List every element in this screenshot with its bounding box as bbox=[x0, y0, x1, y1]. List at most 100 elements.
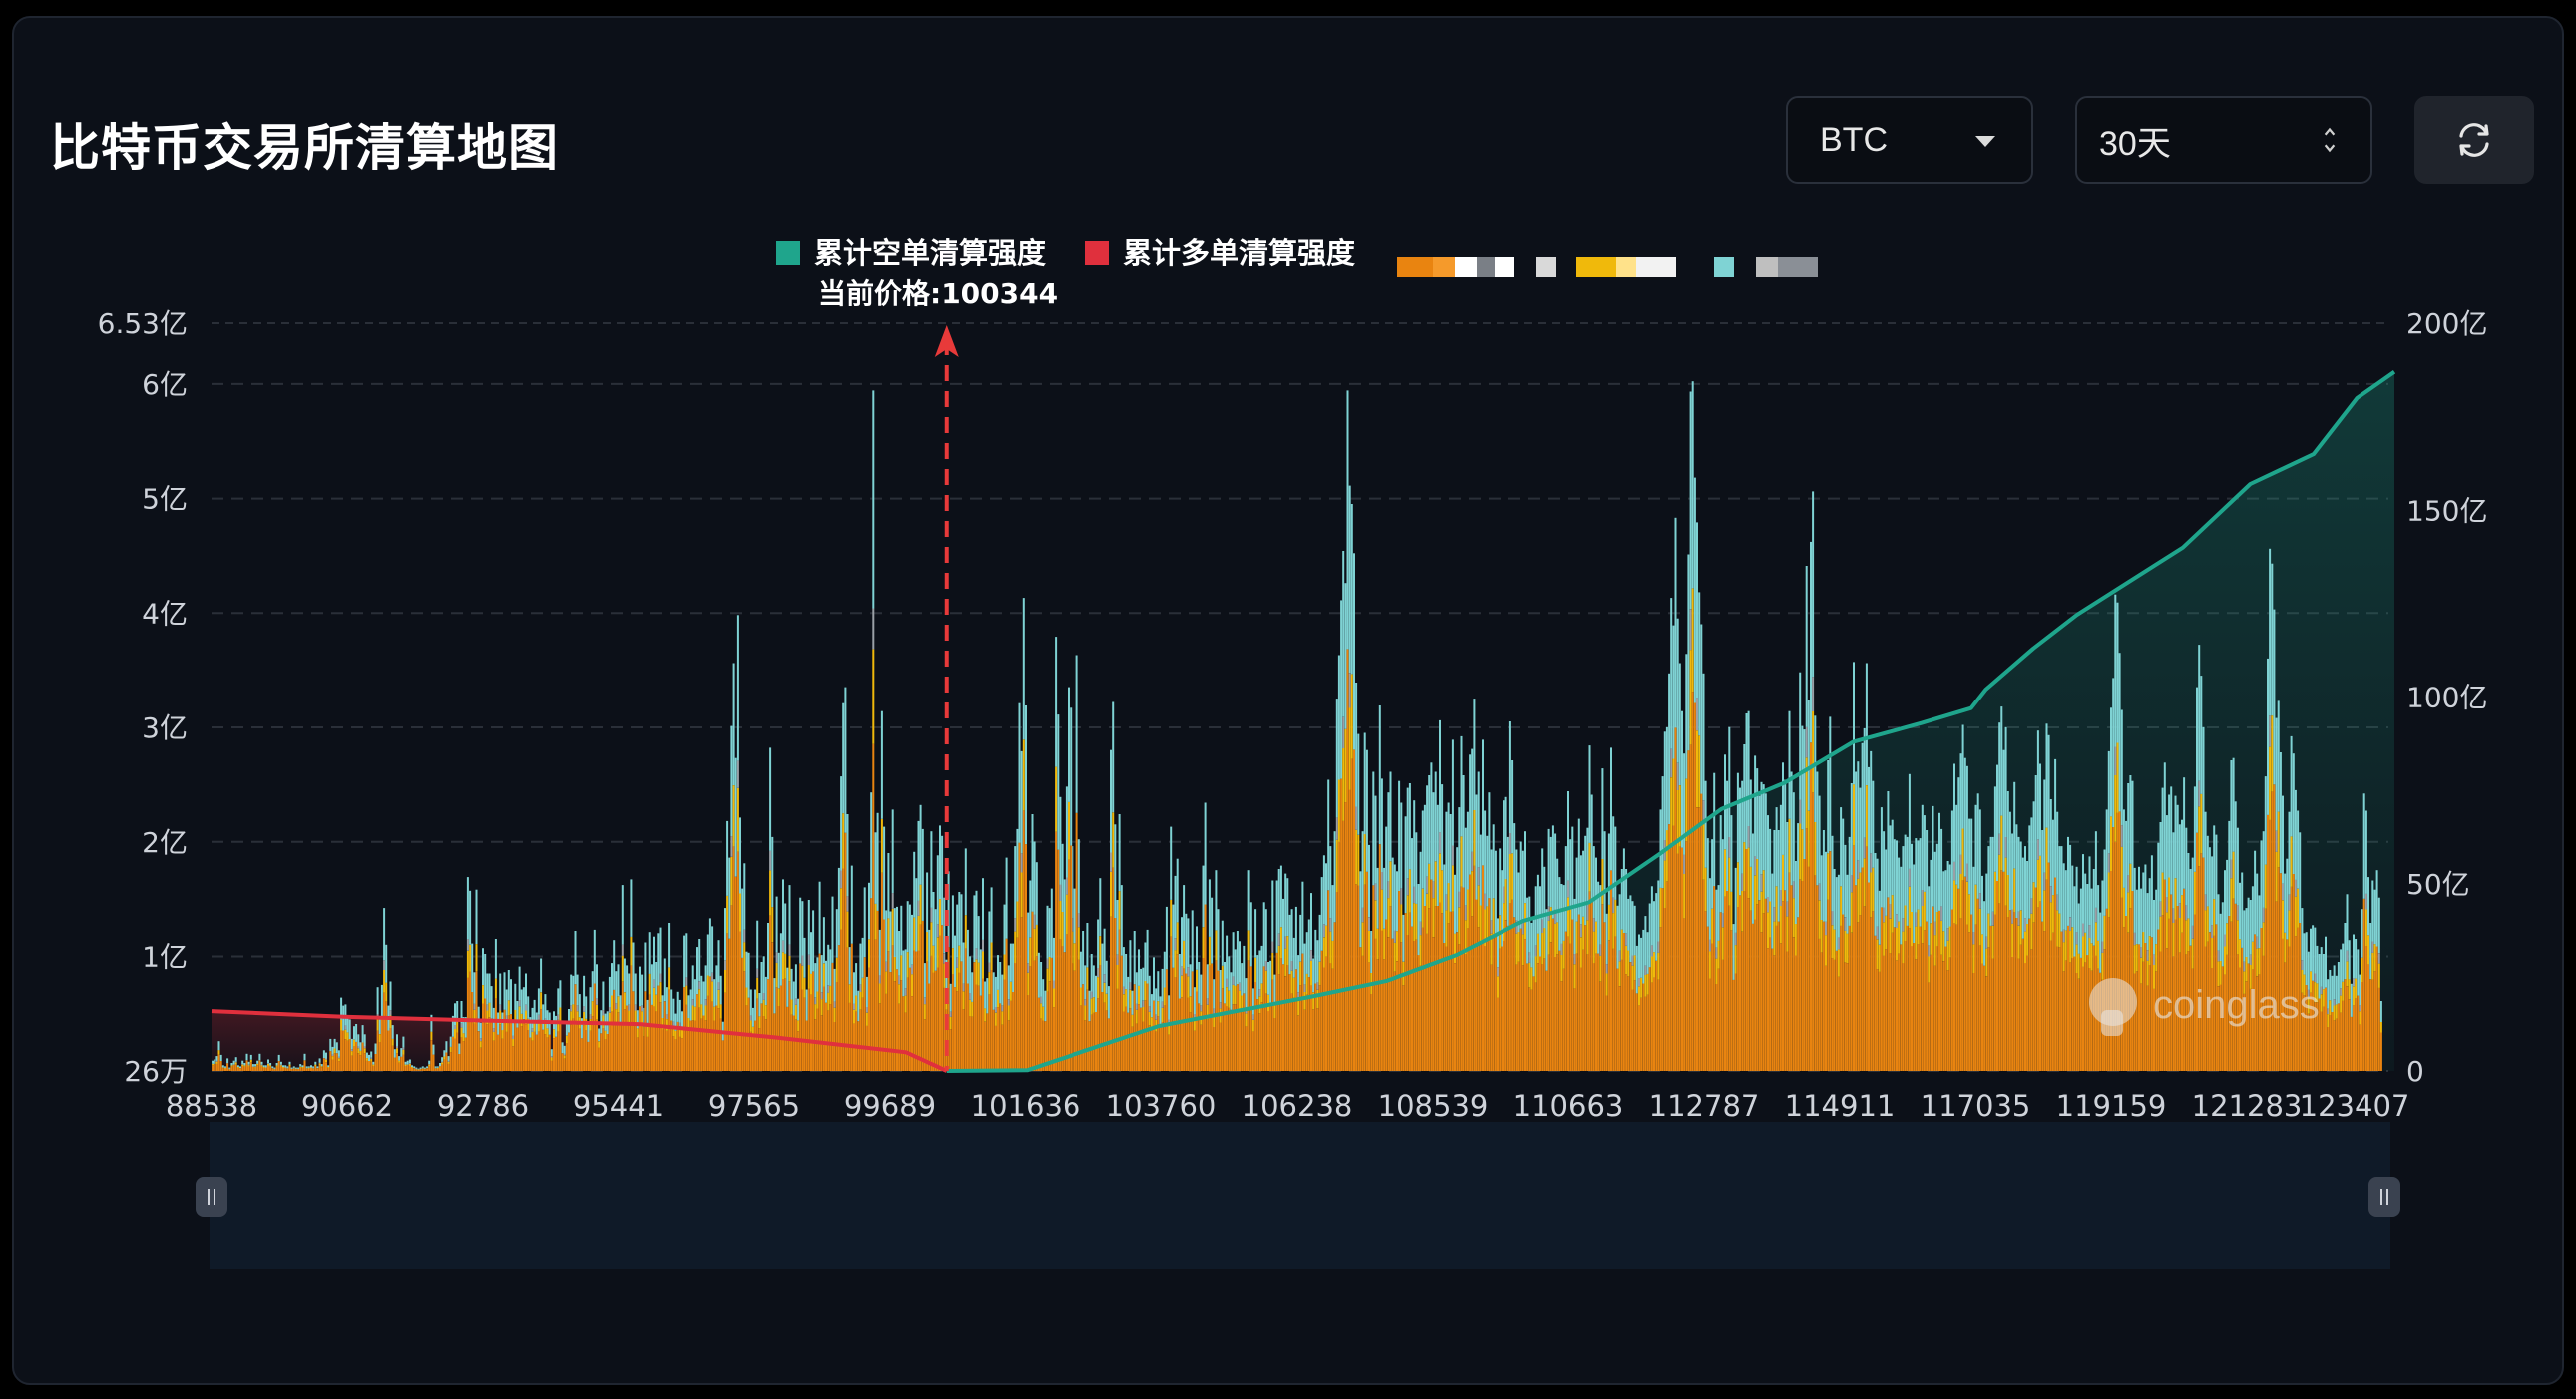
x-tick-label: 97565 bbox=[708, 1089, 800, 1123]
bar-segment bbox=[739, 893, 741, 932]
bar-segment bbox=[1741, 891, 1744, 932]
bar-segment bbox=[580, 1038, 583, 1071]
bar-segment bbox=[1853, 845, 1855, 1071]
bar bbox=[751, 1007, 754, 1071]
bar-segment bbox=[445, 1052, 448, 1071]
bar-segment bbox=[1159, 996, 1162, 1025]
bar-segment bbox=[1719, 815, 1722, 913]
bar-segment bbox=[2217, 961, 2220, 987]
bar-segment bbox=[1633, 905, 1636, 956]
bar-segment bbox=[316, 1068, 319, 1071]
bar-segment bbox=[1020, 853, 1023, 873]
bar-segment bbox=[1948, 926, 1951, 958]
bar bbox=[1335, 699, 1338, 1071]
bar bbox=[1519, 841, 1522, 1071]
bar-segment bbox=[1840, 925, 1843, 1071]
bar bbox=[466, 877, 469, 1071]
bar-segment bbox=[318, 1063, 321, 1065]
bar-segment bbox=[1380, 889, 1383, 931]
range-slider-handle-left[interactable] bbox=[196, 1177, 227, 1217]
bar bbox=[387, 1005, 390, 1071]
bar bbox=[1767, 815, 1769, 1071]
bar-segment bbox=[827, 985, 830, 993]
bar-segment bbox=[889, 972, 892, 1071]
bar-segment bbox=[2024, 846, 2026, 919]
bar-segment bbox=[1810, 742, 1812, 1071]
bar-segment bbox=[646, 1036, 649, 1071]
bar-segment bbox=[1779, 905, 1782, 944]
bar bbox=[648, 932, 651, 1071]
bar bbox=[419, 1067, 422, 1071]
bar-segment bbox=[1055, 831, 1058, 1071]
bar-segment bbox=[1562, 968, 1565, 1071]
range-slider-handle-right[interactable] bbox=[2368, 1177, 2400, 1217]
bar bbox=[2312, 925, 2315, 1071]
bar-segment bbox=[2153, 900, 2155, 955]
bar-segment bbox=[1599, 955, 1602, 982]
bar bbox=[1814, 715, 1817, 1071]
bar bbox=[1142, 967, 1145, 1071]
bar-segment bbox=[1170, 936, 1173, 1071]
bar bbox=[1301, 881, 1304, 1071]
bar-segment bbox=[1307, 919, 1310, 978]
bar-segment bbox=[628, 1010, 631, 1025]
bar bbox=[355, 1024, 358, 1071]
bar-segment bbox=[1702, 879, 1705, 1071]
bar bbox=[600, 1010, 603, 1071]
bar-segment bbox=[1027, 995, 1030, 1071]
bar-segment bbox=[2251, 941, 2254, 970]
bar-segment bbox=[434, 1066, 437, 1068]
bar-segment bbox=[591, 1001, 594, 1017]
bar bbox=[499, 973, 502, 1071]
bar bbox=[1915, 838, 1918, 1071]
bar-segment bbox=[2058, 947, 2061, 1071]
bar-segment bbox=[2320, 947, 2323, 987]
bar-segment bbox=[279, 1065, 282, 1067]
bar bbox=[1007, 965, 1010, 1071]
bar-segment bbox=[2353, 934, 2355, 979]
bar-segment bbox=[975, 948, 978, 960]
bar-segment bbox=[1337, 841, 1340, 1071]
bar-segment bbox=[1348, 673, 1351, 708]
bar-segment bbox=[325, 1052, 327, 1059]
bar-segment bbox=[2075, 944, 2078, 973]
bar-segment bbox=[1923, 815, 1926, 892]
bar-segment bbox=[2301, 970, 2304, 993]
bar-segment bbox=[550, 1060, 553, 1071]
bar bbox=[2239, 882, 2241, 1071]
bar-segment bbox=[1711, 943, 1714, 1071]
bar-segment bbox=[619, 1024, 622, 1071]
x-tick-label: 108539 bbox=[1378, 1089, 1489, 1123]
bar-segment bbox=[1807, 866, 1810, 1071]
bar bbox=[1919, 838, 1922, 1071]
legend-short-label[interactable]: 累计空单清算强度 bbox=[814, 236, 1046, 270]
bar-segment bbox=[626, 965, 629, 1006]
coin-select[interactable]: BTC bbox=[1786, 96, 2033, 184]
bar-segment bbox=[1204, 904, 1207, 1071]
bar bbox=[1458, 807, 1461, 1071]
bar-segment bbox=[898, 984, 901, 1004]
range-slider[interactable] bbox=[196, 1122, 2400, 1269]
bar-segment bbox=[1928, 945, 1931, 957]
bar-segment bbox=[848, 984, 851, 1003]
bar-segment bbox=[389, 1028, 392, 1071]
bar bbox=[1676, 618, 1679, 1071]
bar-segment bbox=[398, 1062, 401, 1071]
refresh-button[interactable] bbox=[2414, 96, 2534, 184]
bar-segment bbox=[447, 1060, 450, 1062]
bar-segment bbox=[855, 995, 858, 1012]
bar-segment bbox=[1193, 987, 1196, 1014]
bar bbox=[1361, 831, 1364, 1071]
bar bbox=[1245, 978, 1248, 1071]
legend-long-label[interactable]: 累计多单清算强度 bbox=[1123, 236, 1355, 270]
legend-exchange-swatches[interactable] bbox=[1397, 257, 1818, 277]
bar bbox=[2219, 913, 2222, 1071]
bar-segment bbox=[402, 1049, 405, 1055]
bar-segment bbox=[370, 1051, 373, 1058]
bar-segment bbox=[2364, 946, 2367, 1071]
bar bbox=[318, 1058, 321, 1071]
range-select[interactable]: 30天 bbox=[2075, 96, 2372, 184]
bar bbox=[1355, 683, 1358, 1071]
bar-segment bbox=[1779, 804, 1782, 890]
bar-segment bbox=[1383, 959, 1386, 1071]
